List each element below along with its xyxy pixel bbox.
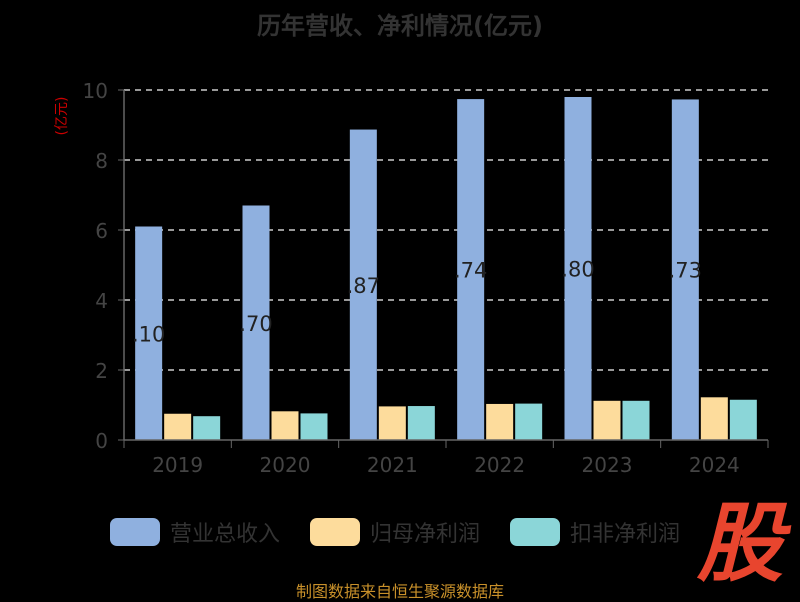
bar xyxy=(349,129,377,441)
y-tick-label: 2 xyxy=(95,359,108,383)
bars-layer xyxy=(135,97,757,441)
axis-layer: 0 2 4 6 8 10 2019 2020 2021 2022 2023 2024 xyxy=(83,79,769,477)
bar xyxy=(242,205,270,440)
bar xyxy=(486,403,514,440)
x-tick-label: 2022 xyxy=(474,453,525,477)
bar xyxy=(300,413,328,440)
x-tick-label: 2021 xyxy=(367,453,418,477)
y-tick-label: 10 xyxy=(83,79,108,103)
x-tick-label: 2019 xyxy=(152,453,203,477)
bar-data-label: .10 xyxy=(132,322,165,346)
bar xyxy=(407,406,435,440)
bar xyxy=(729,399,757,440)
bar xyxy=(193,416,221,440)
bar xyxy=(564,97,592,440)
chart-title: 历年营收、净利情况(亿元) xyxy=(257,12,543,40)
legend-swatch xyxy=(510,518,560,546)
x-tick-label: 2020 xyxy=(260,453,311,477)
legend-label: 归母净利润 xyxy=(370,522,481,547)
bar xyxy=(457,99,485,440)
bar xyxy=(164,413,192,440)
legend-swatch xyxy=(110,518,160,546)
bar-data-label: .74 xyxy=(454,259,487,283)
legend-item-net-profit[interactable]: 归母净利润 xyxy=(310,516,480,548)
bar xyxy=(671,99,699,440)
y-axis-label: (亿元) xyxy=(54,97,70,136)
bar xyxy=(622,400,650,440)
grid-layer xyxy=(124,89,768,371)
bar xyxy=(700,397,728,440)
bar-data-label: .80 xyxy=(561,258,594,282)
legend-label: 营业总收入 xyxy=(170,522,281,547)
legend-label: 扣非净利润 xyxy=(570,522,681,547)
bar-data-label: .70 xyxy=(239,312,272,336)
legend-item-adjusted-profit[interactable]: 扣非净利润 xyxy=(510,516,680,548)
bar xyxy=(593,400,621,440)
bar xyxy=(515,403,543,440)
watermark-logo: 股 xyxy=(697,494,783,594)
x-tick-label: 2023 xyxy=(582,453,633,477)
bar xyxy=(135,226,163,440)
x-tick-label: 2024 xyxy=(689,453,740,477)
legend-item-revenue[interactable]: 营业总收入 xyxy=(110,516,280,548)
y-tick-label: 0 xyxy=(95,429,108,453)
data-labels-layer: .10 .70 .87 .74 .80 .73 xyxy=(132,258,702,347)
y-tick-label: 6 xyxy=(95,219,108,243)
bar xyxy=(271,411,299,440)
y-tick-label: 8 xyxy=(95,149,108,173)
bar-data-label: .87 xyxy=(347,274,380,298)
bar xyxy=(378,406,406,440)
legend: 营业总收入 归母净利润 扣非净利润 xyxy=(0,516,800,556)
data-source-note: 制图数据来自恒生聚源数据库 xyxy=(295,582,504,601)
y-tick-label: 4 xyxy=(95,289,108,313)
legend-swatch xyxy=(310,518,360,546)
bar-data-label: .73 xyxy=(669,259,702,283)
